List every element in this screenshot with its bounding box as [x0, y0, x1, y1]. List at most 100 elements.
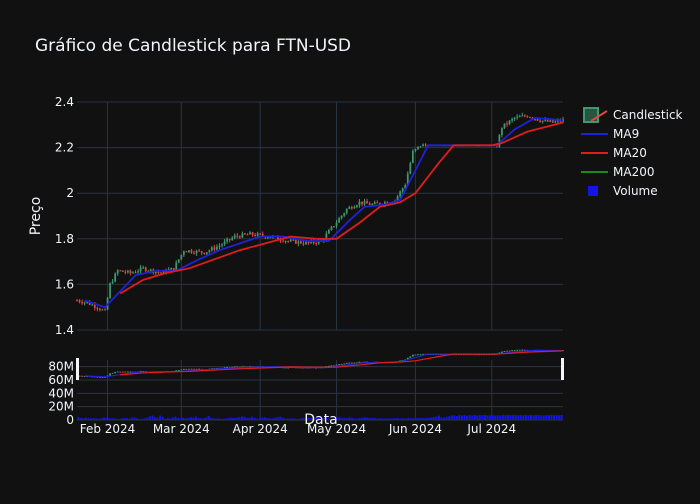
candle-body [378, 202, 381, 205]
x-tick-label: Apr 2024 [233, 422, 288, 436]
volume-bar [540, 415, 543, 420]
volume-bar [138, 418, 141, 420]
volume-bar [412, 418, 415, 420]
legend-label: MA9 [613, 127, 639, 141]
volume-bar [215, 418, 218, 420]
candle-body [149, 269, 152, 271]
volume-bar [320, 418, 323, 420]
legend: Candlestick MA9 MA20 MA200 Volume [581, 107, 683, 198]
candle-body [241, 233, 244, 238]
candle-body [96, 307, 99, 309]
candle-body [386, 202, 389, 204]
volume-bar [414, 418, 417, 420]
overview-candle [228, 367, 231, 369]
volume-bar [225, 418, 228, 420]
overview-candle [422, 353, 424, 355]
volume-bar [146, 417, 149, 420]
volume-bar [105, 418, 108, 420]
candle-body [518, 116, 521, 118]
candle-body [544, 119, 547, 121]
x-axis-label: Data [304, 412, 337, 428]
candle-body [180, 254, 183, 260]
overview-candle [195, 368, 198, 370]
volume-bar [130, 417, 134, 420]
candle-body [193, 252, 195, 254]
volume-bar [506, 414, 510, 420]
candle-body [526, 116, 529, 118]
candle-body [277, 236, 279, 240]
candle-body [422, 144, 424, 147]
candle-body [419, 146, 422, 148]
x-tick-label: Mar 2024 [153, 422, 210, 436]
volume-bar [95, 418, 98, 420]
volume-bar [258, 418, 261, 420]
volume-bar [299, 418, 302, 420]
volume-bar [486, 415, 489, 420]
overview-candle [241, 366, 244, 368]
candle-body [343, 213, 346, 216]
candle-body [345, 208, 348, 214]
volume-bar [463, 415, 466, 420]
candle-body [162, 270, 165, 274]
volume-bar [294, 418, 297, 420]
candle-body [297, 241, 300, 244]
volume-bar [432, 417, 435, 420]
overview-candle [508, 350, 511, 352]
volume-bar [553, 415, 556, 420]
overview-candle [109, 373, 111, 376]
volume-bar [159, 415, 162, 420]
overview-candle [348, 362, 351, 364]
candle-body [154, 271, 157, 274]
volume-bar [407, 418, 410, 420]
candle-body [335, 222, 338, 227]
volume-bar [235, 417, 238, 420]
overview-candle [350, 362, 353, 364]
volume-bar [166, 417, 169, 420]
candle-body [546, 119, 549, 122]
overview-candle [244, 366, 246, 368]
volume-bar [325, 417, 328, 420]
volume-bar [210, 417, 213, 420]
overview-candle [180, 369, 183, 371]
candle-body [185, 251, 188, 253]
candle-body [358, 201, 361, 206]
candle-body [325, 233, 328, 240]
candle-body [81, 301, 83, 304]
volume-bar [156, 417, 159, 420]
volume-bar [192, 417, 195, 420]
overview-candle [366, 361, 368, 363]
overview-candle [417, 354, 419, 356]
range-slider[interactable] [76, 349, 564, 380]
volume-bar [92, 418, 95, 420]
volume-bar [171, 417, 174, 420]
candle-body [330, 226, 333, 231]
overview-candle [175, 370, 178, 372]
candle-body [549, 120, 552, 122]
volume-bar [289, 418, 292, 420]
candle-body [353, 207, 356, 209]
candle-body [91, 304, 94, 306]
candle-body [188, 250, 190, 252]
candle-body [109, 283, 111, 298]
overview-candle [236, 366, 239, 368]
candle-body [218, 245, 221, 247]
chart-title: Gráfico de Candlestick para FTN-USD [35, 36, 351, 56]
volume-bar [537, 415, 540, 420]
candle-body [246, 234, 249, 236]
overview-candle [414, 354, 417, 356]
volume-bar [373, 418, 377, 420]
overview-candle [78, 375, 81, 377]
candle-body [216, 246, 218, 250]
volume-bar [530, 415, 533, 420]
volume-bar [82, 418, 85, 420]
candle-body [226, 239, 229, 242]
volume-bar [276, 417, 279, 420]
volume-bar [164, 418, 167, 420]
volume-bar [501, 415, 504, 420]
volume-bar [545, 415, 548, 420]
volume-tick-label: 40M [48, 386, 74, 400]
volume-bar [317, 418, 320, 420]
y-tick-label: 2 [66, 186, 74, 200]
candle-body [132, 272, 134, 274]
